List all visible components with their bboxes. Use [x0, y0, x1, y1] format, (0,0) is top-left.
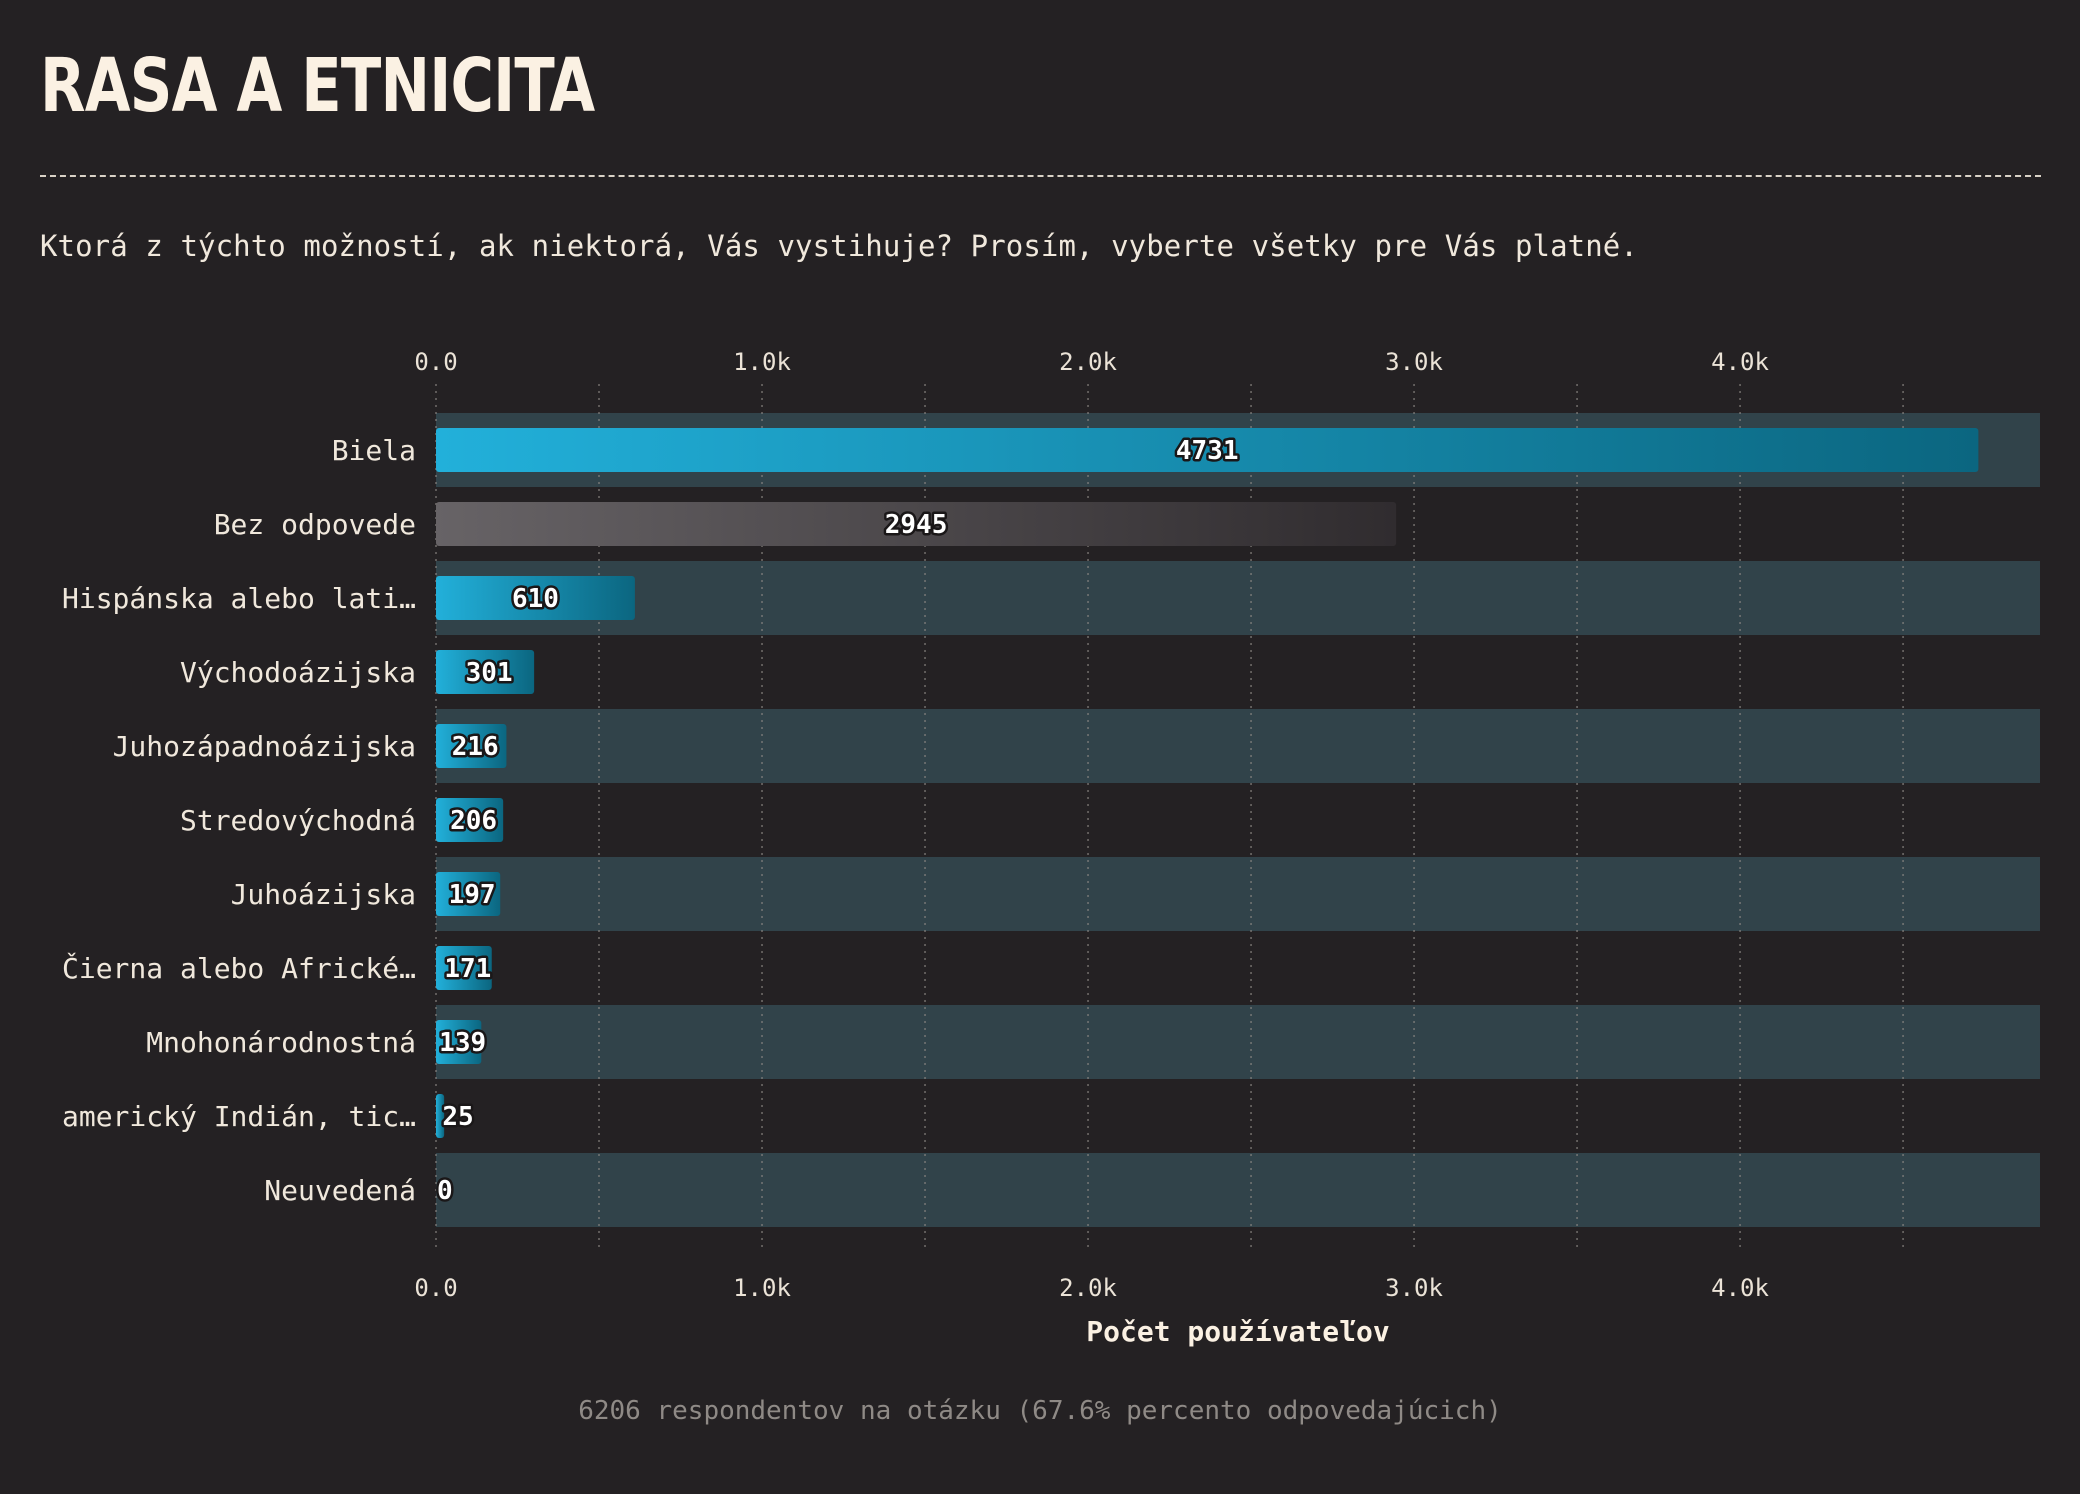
x-tick-label-top: 2.0k — [1059, 348, 1117, 376]
bar — [436, 428, 1979, 472]
x-tick-labels-bottom: 0.0 1.0k 2.0k 3.0k 4.0k — [414, 1274, 1769, 1302]
value-label: 610 — [512, 584, 559, 614]
x-tick-label-bottom: 1.0k — [733, 1274, 791, 1302]
row-band — [436, 1005, 2040, 1079]
category-label: Čierna alebo Africké… — [62, 951, 416, 985]
category-label: Východoázijska — [180, 656, 416, 689]
bar — [436, 1020, 482, 1064]
x-tick-label-top: 1.0k — [733, 348, 791, 376]
category-label: americký Indián, tic… — [62, 1100, 416, 1133]
x-axis-label: Počet používateľov — [1086, 1315, 1389, 1348]
chart-title: RASA A ETNICITA — [40, 43, 595, 129]
value-label: 0 — [437, 1176, 453, 1206]
value-label: 2945 — [885, 510, 948, 540]
value-label: 206 — [450, 806, 497, 836]
value-label: 171 — [444, 954, 491, 984]
x-tick-label-bottom: 4.0k — [1711, 1274, 1769, 1302]
category-label: Juhoázijska — [231, 878, 416, 911]
value-labels: 4731 2945 610 301 216 206 197 171 139 25 0 — [435, 434, 1242, 1209]
value-label: 301 — [466, 658, 513, 688]
respondents-note: 6206 respondentov na otázku (67.6% perce… — [578, 1396, 1502, 1426]
category-label: Stredovýchodná — [180, 804, 416, 837]
x-tick-label-bottom: 2.0k — [1059, 1274, 1117, 1302]
row-bands — [436, 413, 2040, 1227]
bar — [436, 724, 507, 768]
x-tick-label-bottom: 0.0 — [414, 1274, 457, 1302]
value-label: 197 — [449, 880, 496, 910]
category-label: Hispánska alebo lati… — [62, 582, 416, 615]
bar — [436, 1094, 445, 1138]
bar — [436, 576, 635, 620]
row-band — [436, 857, 2040, 931]
x-tick-labels-top: 0.0 1.0k 2.0k 3.0k 4.0k — [414, 348, 1769, 376]
bar — [436, 650, 535, 694]
category-labels: Biela Bez odpovede Hispánska alebo lati… Vý… — [62, 434, 416, 1207]
value-label: 139 — [439, 1028, 486, 1058]
title-divider — [40, 175, 2041, 177]
category-label: Bez odpovede — [214, 508, 416, 541]
bar — [436, 946, 492, 990]
bar — [436, 502, 1397, 546]
bar — [436, 872, 501, 916]
row-band — [436, 709, 2040, 783]
x-tick-label-top: 0.0 — [414, 348, 457, 376]
value-label: 216 — [452, 732, 499, 762]
category-label: Juhozápadnoázijska — [113, 730, 416, 763]
bar — [436, 798, 504, 842]
category-label: Neuvedená — [264, 1174, 416, 1207]
value-label: 4731 — [1176, 436, 1239, 466]
x-tick-label-top: 3.0k — [1385, 348, 1443, 376]
category-label: Mnohonárodnostná — [146, 1026, 416, 1059]
row-band — [436, 561, 2040, 635]
x-tick-label-top: 4.0k — [1711, 348, 1769, 376]
bars — [436, 428, 1979, 1138]
question-text: Ktorá z týchto možností, ak niektorá, Vá… — [40, 229, 1638, 263]
row-band — [436, 1153, 2040, 1227]
value-label: 25 — [442, 1102, 473, 1132]
x-tick-label-bottom: 3.0k — [1385, 1274, 1443, 1302]
category-label: Biela — [332, 434, 416, 467]
